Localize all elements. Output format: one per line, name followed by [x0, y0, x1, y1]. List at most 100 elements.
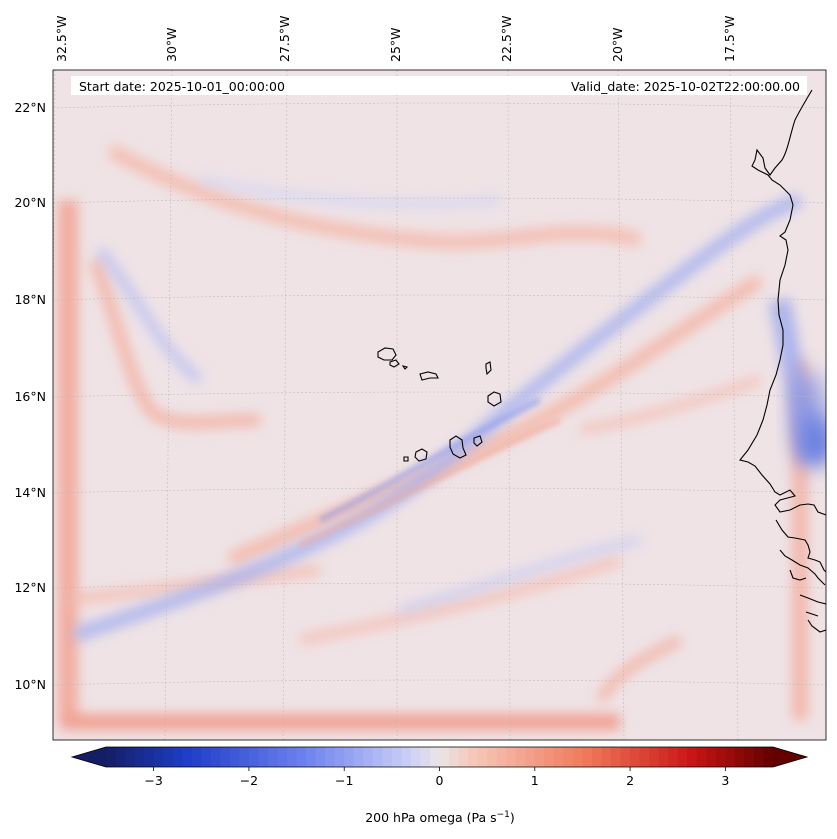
- date-label-box: [71, 76, 807, 95]
- colorbar-segment: [763, 747, 774, 767]
- island-boa-vista: [487, 391, 502, 407]
- lat-label: 20°N: [14, 195, 46, 210]
- colorbar-segment: [515, 747, 526, 767]
- colorbar-segment: [439, 747, 450, 767]
- southeast-streak: [595, 635, 683, 703]
- colorbar: −3 −2 −1 0 1 2 3 200 hPa omega (Pa s−1): [70, 746, 809, 825]
- colorbar-segment: [258, 747, 269, 767]
- island-sao-nicolau: [419, 371, 439, 381]
- map-background: [53, 70, 826, 740]
- africa-coastline: [739, 89, 826, 633]
- colorbar-segment: [563, 747, 574, 767]
- colorbar-segment: [506, 747, 517, 767]
- colorbar-segments: [106, 747, 774, 767]
- island-maio: [473, 435, 483, 447]
- colorbar-segment: [744, 747, 755, 767]
- colorbar-segment: [144, 747, 155, 767]
- colorbar-segment: [334, 747, 345, 767]
- map-frame: [52, 69, 827, 741]
- colorbar-segment: [706, 747, 717, 767]
- lat-label: 16°N: [14, 389, 46, 404]
- lon-label: 22.5°W: [499, 16, 514, 62]
- colorbar-extend-min: [72, 747, 106, 767]
- coastal-ascent-halo: [790, 370, 826, 470]
- colorbar-segment: [620, 747, 631, 767]
- colorbar-segment: [429, 747, 441, 767]
- colorbar-segment: [163, 747, 174, 767]
- colorbar-segment: [687, 747, 698, 767]
- colorbar-segment: [115, 747, 126, 767]
- island-sao-vicente: [389, 359, 400, 368]
- ascent-filament: [318, 397, 542, 523]
- colorbar-segment: [458, 747, 469, 767]
- island-sal: [485, 361, 492, 376]
- colorbar-segment: [201, 747, 212, 767]
- colorbar-segment: [363, 747, 374, 767]
- colorbar-segment: [172, 747, 183, 767]
- longitude-labels: 32.5°W 30°W 27.5°W 25°W 22.5°W 20°W 17.5…: [54, 16, 737, 62]
- colorbar-segment: [449, 747, 460, 767]
- colorbar-segment: [372, 747, 383, 767]
- colorbar-ticks: −3 −2 −1 0 1 2 3: [144, 767, 729, 788]
- colorbar-segment: [325, 747, 336, 767]
- lon-label: 25°W: [388, 27, 403, 62]
- colorbar-segment: [591, 747, 603, 767]
- island-brava: [403, 456, 409, 462]
- colorbar-segment: [220, 747, 231, 767]
- colorbar-segment: [572, 747, 584, 767]
- lon-label: 17.5°W: [722, 16, 737, 62]
- colorbar-segment: [125, 747, 136, 767]
- lon-label: 32.5°W: [54, 16, 69, 62]
- omega-filaments: [299, 397, 561, 547]
- central-ridge: [227, 274, 764, 567]
- colorbar-segment: [734, 747, 746, 767]
- colorbar-segment: [401, 747, 412, 767]
- colorbar-segment: [191, 747, 202, 767]
- north-band: [106, 143, 642, 250]
- colorbar-segment: [106, 747, 117, 767]
- colorbar-segment: [677, 747, 688, 767]
- north-ascent-streak: [199, 176, 501, 208]
- lat-label: 14°N: [14, 485, 46, 500]
- latitude-labels: 22°N 20°N 18°N 16°N 14°N 12°N 10°N: [14, 100, 46, 692]
- south-edge-band: [60, 714, 620, 730]
- colorbar-segment: [753, 747, 765, 767]
- lon-label: 30°W: [164, 27, 179, 62]
- colorbar-segment: [668, 747, 679, 767]
- colorbar-tick-label: −1: [335, 773, 353, 788]
- colorbar-segment: [210, 747, 221, 767]
- lon-label: 20°W: [610, 27, 625, 62]
- colorbar-tick-label: −2: [240, 773, 258, 788]
- colorbar-segment: [611, 747, 622, 767]
- south-ascent-streak: [399, 536, 641, 614]
- colorbar-segment: [725, 747, 736, 767]
- colorbar-segment: [658, 747, 669, 767]
- valid-date-label: Valid_date: 2025-10-02T22:00:00.00: [571, 79, 800, 94]
- main-ascent-band: [72, 193, 803, 642]
- omega-field: [53, 70, 826, 740]
- colorbar-segment: [353, 747, 364, 767]
- colorbar-segment: [649, 747, 660, 767]
- colorbar-segment: [229, 747, 240, 767]
- lon-label: 27.5°W: [277, 16, 292, 62]
- island-santa-luzia: [401, 365, 409, 370]
- upper-ascent-band: [96, 246, 204, 384]
- colorbar-segment: [239, 747, 250, 767]
- start-date-label: Start date: 2025-10-01_00:00:00: [79, 79, 285, 94]
- colorbar-extend-max: [773, 747, 807, 767]
- colorbar-segment: [391, 747, 402, 767]
- colorbar-tick-label: 1: [531, 773, 539, 788]
- south-streak: [299, 555, 622, 645]
- strong-negative-omega: [790, 370, 826, 470]
- positive-omega-areas: [58, 143, 808, 730]
- colorbar-segment: [696, 747, 707, 767]
- colorbar-outline: [70, 746, 809, 768]
- colorbar-segment: [468, 747, 479, 767]
- colorbar-segment: [410, 747, 422, 767]
- colorbar-segment: [306, 747, 317, 767]
- colorbar-segment: [420, 747, 431, 767]
- island-santiago: [449, 435, 467, 459]
- colorbar-segment: [344, 747, 355, 767]
- colorbar-segment: [134, 747, 145, 767]
- colorbar-segment: [277, 747, 288, 767]
